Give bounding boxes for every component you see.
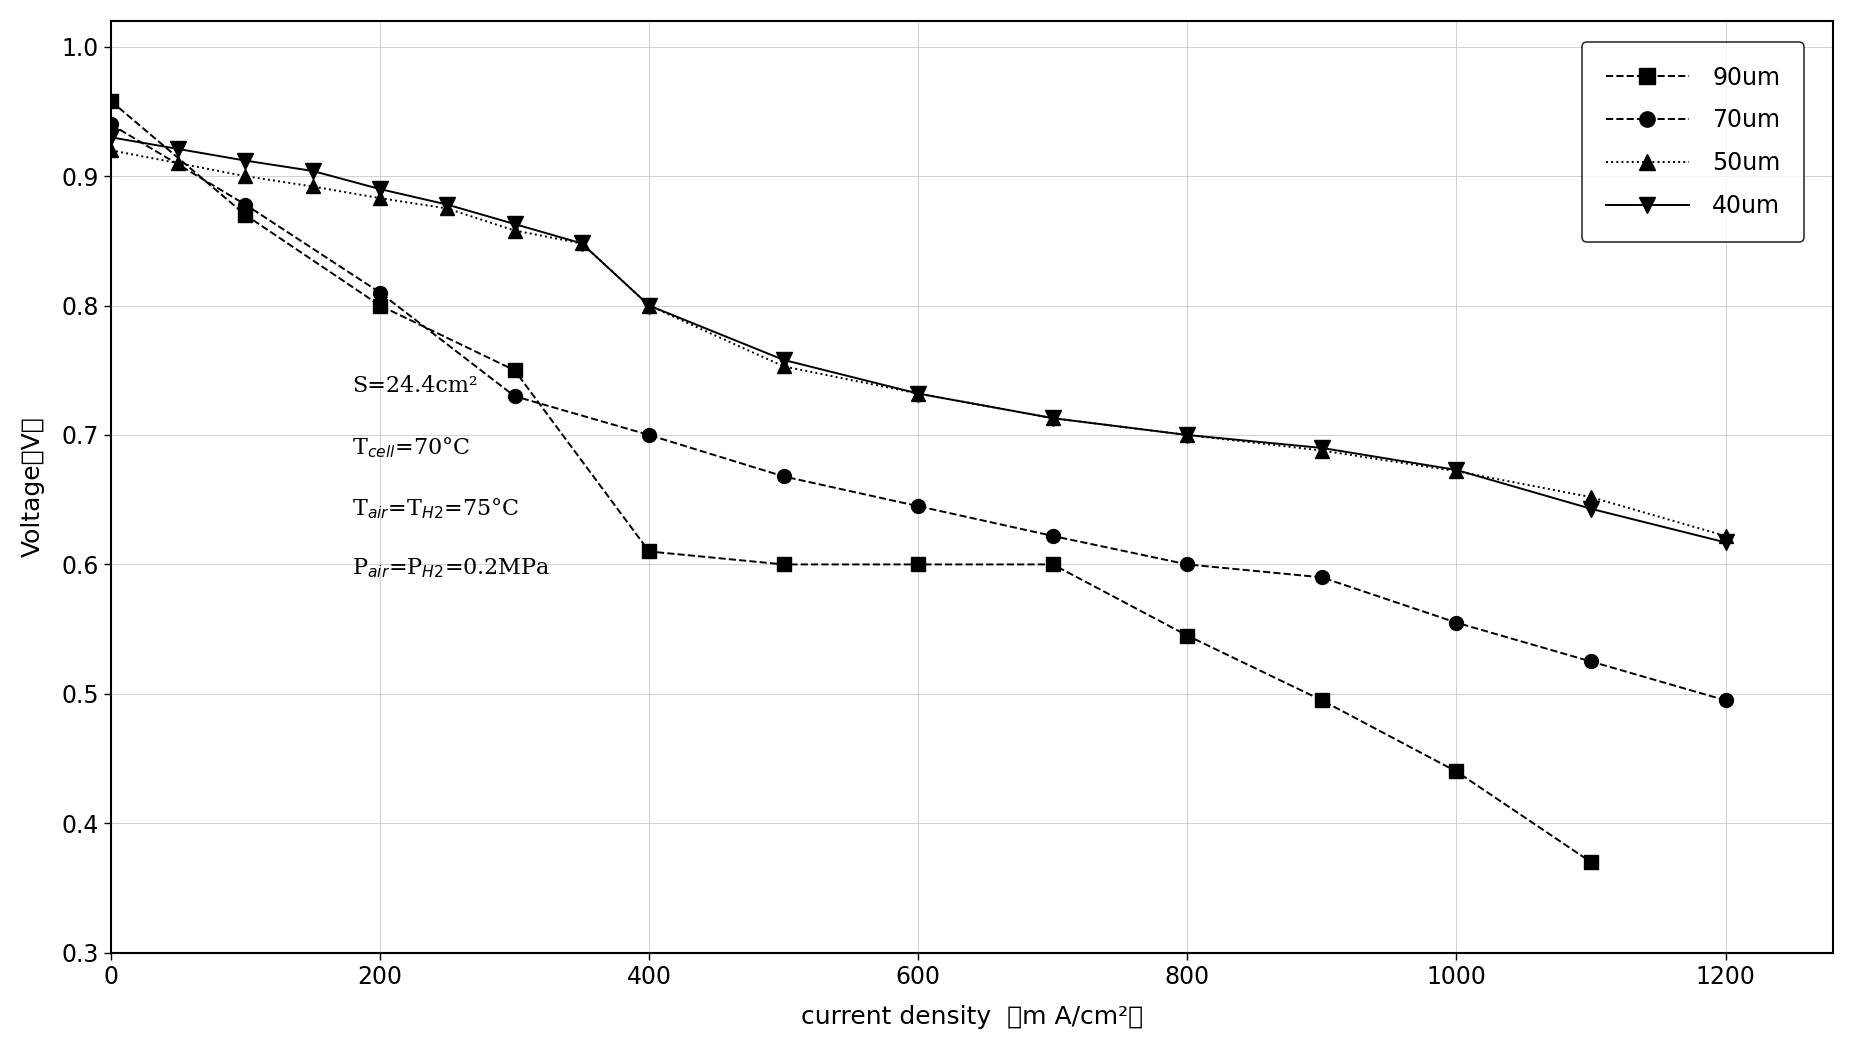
Y-axis label: Voltage（V）: Voltage（V） — [20, 417, 44, 558]
90um — [100, 94, 122, 107]
90um — [369, 299, 391, 312]
40um — [638, 299, 660, 312]
90um — [773, 559, 795, 571]
90um — [638, 545, 660, 558]
70um — [369, 287, 391, 299]
90um — [1311, 694, 1333, 707]
Legend: 90um, 70um, 50um, 40um: 90um, 70um, 50um, 40um — [1583, 42, 1804, 242]
40um — [1580, 503, 1602, 516]
90um — [234, 209, 256, 222]
Text: T$_{air}$=T$_{H2}$=75°C: T$_{air}$=T$_{H2}$=75°C — [352, 496, 519, 521]
40um — [1175, 428, 1198, 441]
40um — [1311, 442, 1333, 455]
Text: T$_{cell}$=70°C: T$_{cell}$=70°C — [352, 436, 471, 460]
50um — [234, 170, 256, 183]
70um — [100, 118, 122, 130]
40um — [773, 354, 795, 366]
50um — [773, 360, 795, 373]
50um — [1175, 428, 1198, 441]
70um — [1446, 616, 1468, 629]
70um — [1311, 571, 1333, 584]
90um — [907, 559, 929, 571]
40um — [1042, 412, 1064, 424]
70um — [907, 500, 929, 512]
Line: 70um: 70um — [104, 118, 1732, 708]
Text: S=24.4cm²: S=24.4cm² — [352, 375, 478, 397]
70um — [1175, 559, 1198, 571]
40um — [234, 154, 256, 167]
50um — [100, 144, 122, 156]
50um — [1446, 465, 1468, 478]
90um — [504, 364, 527, 377]
40um — [302, 165, 324, 177]
50um — [1715, 529, 1737, 542]
90um — [1175, 629, 1198, 642]
40um — [100, 131, 122, 144]
40um — [436, 198, 458, 211]
90um — [1042, 559, 1064, 571]
40um — [571, 237, 593, 250]
50um — [302, 181, 324, 193]
70um — [1715, 694, 1737, 707]
50um — [436, 203, 458, 215]
Line: 90um: 90um — [104, 94, 1598, 869]
90um — [1580, 856, 1602, 868]
70um — [504, 390, 527, 402]
70um — [773, 470, 795, 483]
50um — [1042, 412, 1064, 424]
50um — [571, 237, 593, 250]
40um — [1715, 537, 1737, 549]
50um — [1311, 444, 1333, 457]
50um — [907, 387, 929, 400]
50um — [1580, 490, 1602, 503]
40um — [167, 143, 189, 155]
40um — [369, 183, 391, 195]
50um — [167, 156, 189, 169]
70um — [1042, 529, 1064, 542]
Line: 50um: 50um — [104, 143, 1732, 543]
70um — [234, 198, 256, 211]
50um — [638, 299, 660, 312]
Line: 40um: 40um — [104, 130, 1733, 550]
70um — [638, 428, 660, 441]
40um — [504, 217, 527, 230]
50um — [504, 225, 527, 237]
40um — [907, 387, 929, 400]
50um — [369, 192, 391, 205]
90um — [1446, 765, 1468, 778]
Text: P$_{air}$=P$_{H2}$=0.2MPa: P$_{air}$=P$_{H2}$=0.2MPa — [352, 556, 551, 581]
70um — [1580, 655, 1602, 668]
40um — [1446, 464, 1468, 477]
X-axis label: current density  （m A/cm²）: current density （m A/cm²） — [801, 1005, 1144, 1029]
